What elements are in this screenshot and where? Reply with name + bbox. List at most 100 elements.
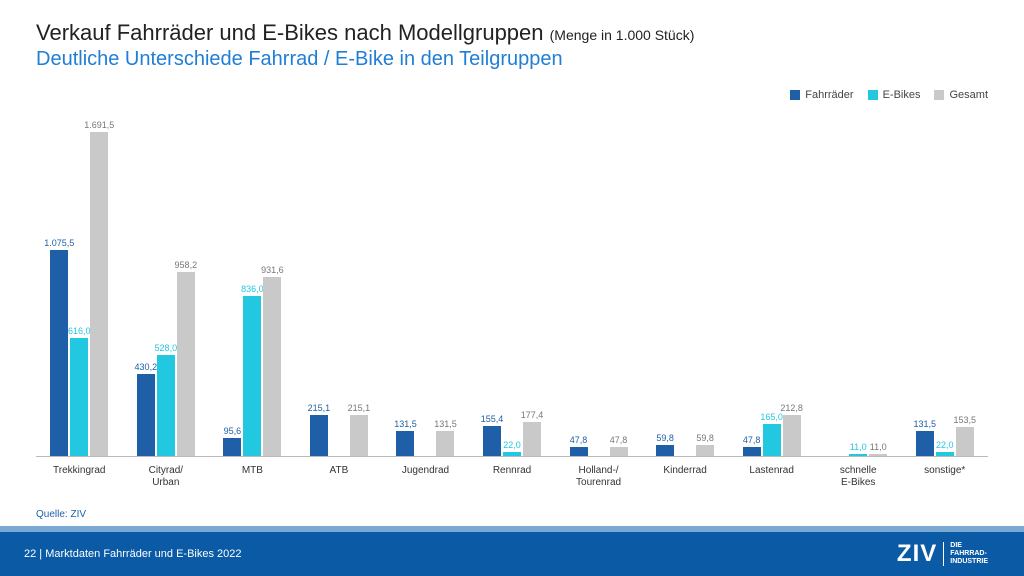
- bar-value-label: 131,5: [434, 419, 457, 429]
- title-main: Verkauf Fahrräder und E-Bikes nach Model…: [36, 20, 550, 45]
- footer-left: 22 | Marktdaten Fahrräder und E-Bikes 20…: [24, 548, 242, 560]
- bar: 1.691,5: [90, 132, 108, 456]
- swatch-gesamt: [934, 90, 944, 100]
- bar: 22,0: [503, 452, 521, 456]
- bar-value-label: 616,0: [68, 326, 91, 336]
- bar-group: 47,8 47,8: [555, 111, 642, 456]
- slide: Verkauf Fahrräder und E-Bikes nach Model…: [0, 0, 1024, 576]
- bar-value-label: 11,0: [850, 442, 867, 452]
- bar: 131,5: [396, 431, 414, 456]
- x-label: Trekkingrad: [36, 459, 123, 489]
- bar: 958,2: [177, 272, 195, 456]
- swatch-fahrrad: [790, 90, 800, 100]
- bar-value-label: 1.691,5: [84, 120, 114, 130]
- x-label: Lastenrad: [728, 459, 815, 489]
- bar-value-label: 958,2: [175, 260, 198, 270]
- bar-group: 59,8 59,8: [642, 111, 729, 456]
- legend: Fahrräder E-Bikes Gesamt: [790, 89, 988, 101]
- footer: 22 | Marktdaten Fahrräder und E-Bikes 20…: [0, 532, 1024, 576]
- bar: 59,8: [696, 445, 714, 456]
- bar-value-label: 931,6: [261, 265, 284, 275]
- bar: 47,8: [570, 447, 588, 456]
- bar: 616,0: [70, 338, 88, 456]
- footer-logo: ZIV DIE FAHRRAD- INDUSTRIE: [897, 540, 988, 568]
- bar: 165,0: [763, 424, 781, 456]
- bar-value-label: 155,4: [481, 414, 504, 424]
- bar-value-label: 47,8: [610, 435, 628, 445]
- bar-value-label: 836,0: [241, 284, 264, 294]
- bar: 131,5: [436, 431, 454, 456]
- bar: 215,1: [350, 415, 368, 456]
- bar-value-label: 215,1: [308, 403, 331, 413]
- footer-sep: |: [36, 548, 45, 560]
- bar-value-label: 153,5: [953, 415, 976, 425]
- bar: 212,8: [783, 415, 801, 456]
- bar-value-label: 215,1: [348, 403, 371, 413]
- bar: 131,5: [916, 431, 934, 456]
- legend-item-ebike: E-Bikes: [868, 89, 921, 101]
- bar-value-label: 430,2: [135, 362, 158, 372]
- bar: 836,0: [243, 296, 261, 456]
- bar: 1.075,5: [50, 250, 68, 456]
- x-label: Cityrad/ Urban: [123, 459, 210, 489]
- title-subunit: (Menge in 1.000 Stück): [550, 27, 695, 43]
- bar: 47,8: [610, 447, 628, 456]
- bar-value-label: 131,5: [913, 419, 936, 429]
- bar: 931,6: [263, 277, 281, 456]
- bar: 95,6: [223, 438, 241, 456]
- footer-page: 22: [24, 548, 36, 560]
- bar-value-label: 165,0: [760, 412, 783, 422]
- plot-area: 1.075,5616,01.691,5430,2528,0958,295,683…: [36, 111, 988, 457]
- bar-value-label: 47,8: [570, 435, 588, 445]
- bar: 430,2: [137, 374, 155, 456]
- x-axis-labels: TrekkingradCityrad/ UrbanMTBATBJugendrad…: [36, 459, 988, 489]
- bar: 11,0: [869, 454, 887, 456]
- bar-group: 430,2528,0958,2: [123, 111, 210, 456]
- swatch-ebike: [868, 90, 878, 100]
- chart: Fahrräder E-Bikes Gesamt 1.075,5616,01.6…: [36, 89, 988, 503]
- x-label: sonstige*: [901, 459, 988, 489]
- source-label: Quelle: ZIV: [36, 509, 988, 520]
- subtitle: Deutliche Unterschiede Fahrrad / E-Bike …: [36, 48, 988, 71]
- x-label: ATB: [296, 459, 383, 489]
- bar-value-label: 59,8: [696, 433, 714, 443]
- legend-label-ebike: E-Bikes: [883, 89, 921, 101]
- bar: 47,8: [743, 447, 761, 456]
- x-label: Rennrad: [469, 459, 556, 489]
- x-label: Jugendrad: [382, 459, 469, 489]
- bar-groups: 1.075,5616,01.691,5430,2528,0958,295,683…: [36, 111, 988, 456]
- bar: 177,4: [523, 422, 541, 456]
- bar-value-label: 1.075,5: [44, 238, 74, 248]
- bar: 22,0: [936, 452, 954, 456]
- content-area: Verkauf Fahrräder und E-Bikes nach Model…: [0, 0, 1024, 526]
- bar-group: 131,5 131,5: [382, 111, 469, 456]
- legend-label-fahrrad: Fahrräder: [805, 89, 853, 101]
- bar-value-label: 131,5: [394, 419, 417, 429]
- x-label: Holland-/ Tourenrad: [555, 459, 642, 489]
- bar: 155,4: [483, 426, 501, 456]
- bar: 215,1: [310, 415, 328, 456]
- bar-group: 47,8165,0212,8: [728, 111, 815, 456]
- bar-group: 11,011,0: [815, 111, 902, 456]
- bar: 153,5: [956, 427, 974, 456]
- bar-value-label: 95,6: [224, 426, 242, 436]
- legend-label-gesamt: Gesamt: [949, 89, 988, 101]
- bar-group: 215,1 215,1: [296, 111, 383, 456]
- x-label: schnelle E-Bikes: [815, 459, 902, 489]
- legend-item-fahrrad: Fahrräder: [790, 89, 853, 101]
- bar-group: 155,422,0177,4: [469, 111, 556, 456]
- x-label: MTB: [209, 459, 296, 489]
- bar-value-label: 212,8: [780, 403, 803, 413]
- bar-value-label: 11,0: [870, 442, 887, 452]
- ziv-logo-tagline: DIE FAHRRAD- INDUSTRIE: [943, 542, 988, 565]
- bar-group: 131,522,0153,5: [901, 111, 988, 456]
- legend-item-gesamt: Gesamt: [934, 89, 988, 101]
- bar-value-label: 177,4: [521, 410, 544, 420]
- bar-value-label: 22,0: [503, 440, 521, 450]
- bar: 528,0: [157, 355, 175, 456]
- bar-value-label: 59,8: [656, 433, 674, 443]
- bar-value-label: 47,8: [743, 435, 761, 445]
- x-label: Kinderrad: [642, 459, 729, 489]
- bar: 59,8: [656, 445, 674, 456]
- bar-value-label: 22,0: [936, 440, 954, 450]
